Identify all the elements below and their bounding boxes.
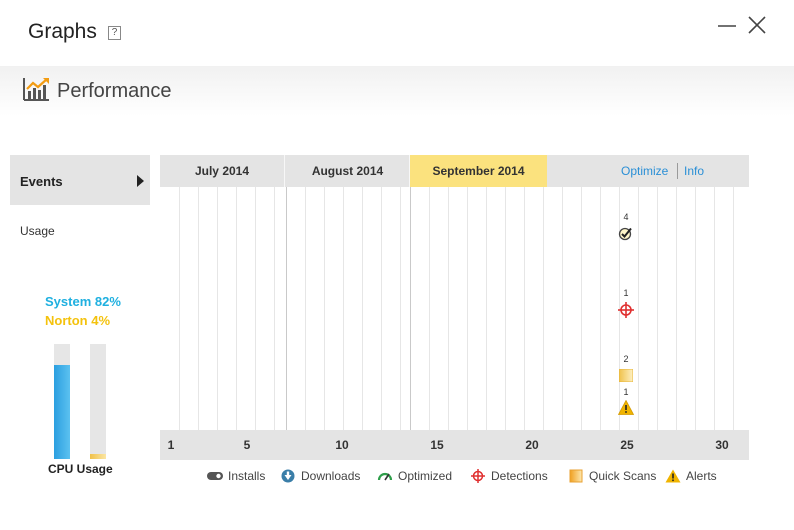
axis-tick: 15 (430, 438, 444, 452)
grid-line (638, 187, 639, 430)
grid-line (410, 187, 411, 430)
grid-line (429, 187, 430, 430)
quick-scan-icon[interactable] (619, 369, 633, 382)
grid-line (543, 187, 544, 430)
grid-line (600, 187, 601, 430)
grid-line (343, 187, 344, 430)
gauge-icon (377, 472, 393, 481)
legend-label: Installs (228, 469, 266, 483)
window-title: Graphs (28, 20, 97, 43)
legend-label: Optimized (398, 469, 453, 483)
grid-line (581, 187, 582, 430)
cpu-norton-bar-fill (90, 454, 106, 459)
grid-line (695, 187, 696, 430)
performance-chart-icon (23, 78, 49, 101)
cpu-norton-bar (90, 344, 106, 459)
legend-label: Alerts (686, 469, 717, 483)
grid-line (236, 187, 237, 430)
optimize-link[interactable]: Optimize (621, 164, 669, 178)
quick-scan-icon (569, 469, 583, 483)
grid-line (305, 187, 306, 430)
legend-alerts: Alerts (665, 466, 717, 486)
title-bar: Graphs ? (0, 0, 794, 66)
grid-line (286, 187, 287, 430)
event-count-detections: 1 (623, 288, 629, 298)
minimize-icon[interactable] (716, 14, 738, 36)
legend-downloads: Downloads (280, 466, 360, 486)
header-band (0, 66, 794, 116)
grid-line (324, 187, 325, 430)
grid-line (486, 187, 487, 430)
month-tab-bar: July 2014 August 2014 September 2014 Opt… (160, 155, 749, 187)
check-circle-icon[interactable] (618, 226, 633, 241)
legend-optimized: Optimized (377, 466, 452, 486)
sidebar-item-usage[interactable]: Usage (20, 224, 55, 238)
tab-august-2014[interactable]: August 2014 (286, 155, 410, 187)
axis-tick: 20 (525, 438, 539, 452)
crosshair-icon (471, 469, 485, 483)
grid-line (562, 187, 563, 430)
grid-line (362, 187, 363, 430)
cpu-usage-label: CPU Usage (48, 462, 113, 476)
axis-tick: 30 (715, 438, 729, 452)
grid-line (733, 187, 734, 430)
legend-label: Detections (491, 469, 548, 483)
grid-line (619, 187, 620, 430)
axis-tick: 1 (167, 438, 175, 452)
axis-tick: 5 (243, 438, 251, 452)
cpu-system-bar (54, 344, 70, 459)
legend-installs: Installs (207, 466, 265, 486)
tab-september-2014[interactable]: September 2014 (410, 155, 547, 187)
grid-line (505, 187, 506, 430)
tab-july-2014[interactable]: July 2014 (160, 155, 285, 187)
warning-icon (665, 469, 681, 483)
grid-line (274, 187, 275, 430)
legend-quick-scans: Quick Scans (568, 466, 656, 486)
grid-line (179, 187, 180, 430)
events-graph (160, 187, 749, 430)
sidebar-item-label: Events (20, 174, 63, 189)
grid-line (448, 187, 449, 430)
grid-line (467, 187, 468, 430)
link-divider (677, 163, 678, 179)
axis-tick: 10 (335, 438, 349, 452)
info-link[interactable]: Info (684, 164, 705, 178)
legend-label: Quick Scans (589, 469, 657, 483)
help-button[interactable]: ? (108, 26, 121, 40)
close-icon[interactable] (746, 14, 768, 36)
axis-tick: 25 (620, 438, 634, 452)
cpu-system-text: System 82% (45, 294, 121, 309)
cpu-norton-text: Norton 4% (45, 313, 110, 328)
grid-line (657, 187, 658, 430)
download-icon (281, 469, 295, 483)
grid-line (255, 187, 256, 430)
grid-line (676, 187, 677, 430)
crosshair-icon[interactable] (618, 302, 634, 318)
legend-label: Downloads (301, 469, 361, 483)
x-axis: 1 5 10 15 20 25 30 (160, 430, 749, 460)
page-title: Performance (57, 80, 172, 102)
grid-line (381, 187, 382, 430)
warning-icon[interactable] (618, 400, 634, 415)
legend-detections: Detections (470, 466, 548, 486)
grid-line (217, 187, 218, 430)
sidebar-item-events[interactable]: Events (10, 155, 150, 205)
grid-line (400, 187, 401, 430)
event-count-alerts: 1 (623, 387, 629, 397)
grid-line (524, 187, 525, 430)
grid-line (714, 187, 715, 430)
arrow-right-icon (137, 175, 144, 187)
installs-icon (207, 472, 223, 480)
event-count-optimized: 4 (623, 212, 629, 222)
cpu-system-bar-fill (54, 365, 70, 459)
grid-line (198, 187, 199, 430)
event-count-quick-scans: 2 (623, 354, 629, 364)
